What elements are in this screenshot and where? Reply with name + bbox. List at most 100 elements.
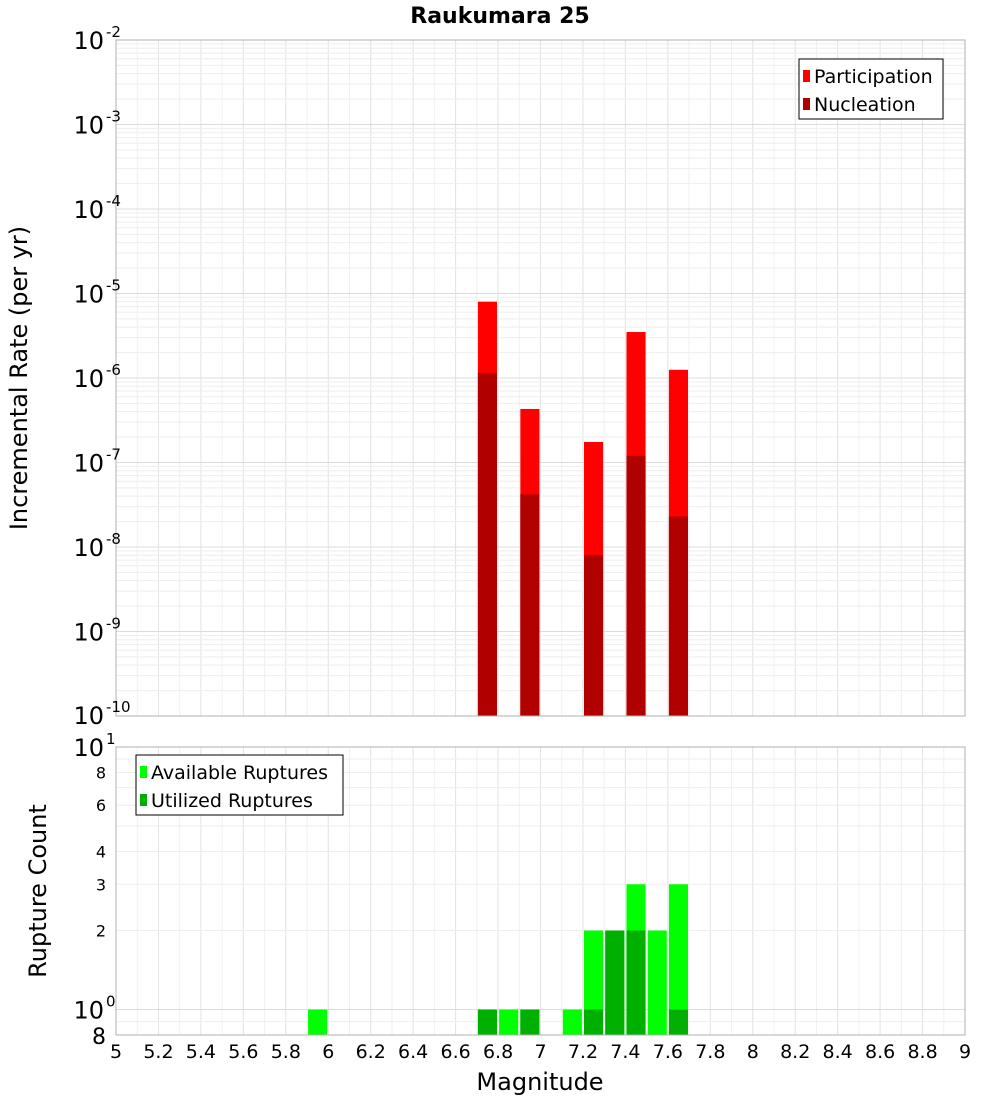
bar-utilized-ruptures bbox=[520, 1009, 540, 1035]
legend-label: Participation bbox=[814, 66, 933, 88]
x-tick-label: 5 bbox=[110, 1041, 122, 1063]
y-tick-base: 10 bbox=[73, 27, 104, 55]
y-tick-exponent: -4 bbox=[106, 192, 121, 210]
x-tick-label: 5.2 bbox=[143, 1041, 173, 1063]
bar-utilized-ruptures bbox=[626, 930, 646, 1035]
y-tick-label: 10 -8 bbox=[73, 530, 121, 562]
bar-utilized-ruptures bbox=[584, 1009, 604, 1035]
legend-label: Utilized Ruptures bbox=[151, 790, 313, 812]
bottom-y-axis-label: Rupture Count bbox=[24, 804, 52, 978]
bar-available-ruptures bbox=[499, 1009, 519, 1035]
y-tick-number: 6 bbox=[96, 796, 106, 815]
y-tick-label: 6 bbox=[96, 796, 106, 815]
y-tick-label: 10 0 bbox=[73, 993, 115, 1025]
top-plot-frame bbox=[115, 39, 966, 717]
y-tick-exponent: 1 bbox=[106, 730, 116, 748]
x-tick-label: 7.4 bbox=[610, 1041, 640, 1063]
x-tick-label: 6.8 bbox=[483, 1041, 513, 1063]
y-tick-label: 10 -5 bbox=[73, 277, 121, 309]
x-tick-label: 9 bbox=[959, 1041, 971, 1063]
x-tick-label: 6.6 bbox=[440, 1041, 470, 1063]
legend-box bbox=[798, 58, 944, 120]
x-tick-labels: 5 5.2 5.4 5.6 5.8 6 6.2 6.4 6.6 6.8 7 7.2 7.4 7.6 7.8 8… bbox=[110, 1041, 971, 1063]
bottom-plot-frame bbox=[115, 746, 966, 1036]
x-axis-label: Magnitude bbox=[476, 1068, 603, 1096]
y-tick-base: 10 bbox=[73, 365, 104, 393]
bottom-legend: Available Ruptures Utilized Ruptures bbox=[135, 754, 344, 816]
y-tick-label: 3 bbox=[96, 875, 106, 894]
legend-label: Nucleation bbox=[814, 94, 916, 116]
x-tick-label: 5.6 bbox=[228, 1041, 258, 1063]
x-tick-label: 7.6 bbox=[653, 1041, 683, 1063]
y-tick-base: 10 bbox=[73, 112, 104, 140]
y-tick-label: 10 -10 bbox=[73, 698, 130, 730]
bar-nucleation bbox=[520, 494, 540, 716]
bar-utilized-ruptures bbox=[605, 930, 625, 1035]
y-tick-label: 10 -2 bbox=[73, 23, 121, 55]
x-tick-label: 8 bbox=[747, 1041, 759, 1063]
y-tick-label: 10 1 bbox=[73, 730, 115, 762]
x-tick-label: 8.2 bbox=[780, 1041, 810, 1063]
legend-box bbox=[135, 754, 344, 816]
y-tick-label: 10 -3 bbox=[73, 108, 121, 140]
y-tick-label: 10 -6 bbox=[73, 361, 121, 393]
top-bars bbox=[477, 301, 689, 716]
y-tick-base: 10 bbox=[73, 196, 104, 224]
legend-swatch bbox=[140, 794, 147, 806]
legend-label: Available Ruptures bbox=[151, 762, 328, 784]
bar-available-ruptures bbox=[647, 930, 667, 1035]
x-tick-label: 7.8 bbox=[695, 1041, 725, 1063]
y-tick-label: 2 bbox=[96, 922, 106, 941]
y-tick-exponent: -2 bbox=[106, 23, 121, 41]
bar-nucleation bbox=[668, 516, 689, 716]
bottom-bars bbox=[308, 884, 689, 1035]
y-tick-number: 3 bbox=[96, 875, 106, 894]
x-tick-label: 7 bbox=[534, 1041, 546, 1063]
bar-nucleation bbox=[584, 555, 604, 716]
y-tick-number: 8 bbox=[92, 1025, 106, 1050]
y-tick-label: 10 -7 bbox=[73, 446, 121, 478]
bar-available-ruptures bbox=[584, 930, 604, 1035]
y-tick-base: 10 bbox=[73, 534, 104, 562]
y-tick-base: 10 bbox=[73, 702, 104, 730]
y-tick-exponent: -3 bbox=[106, 108, 121, 126]
y-tick-base: 10 bbox=[73, 734, 104, 762]
y-tick-label: 8 bbox=[92, 1025, 106, 1050]
legend-swatch bbox=[803, 70, 810, 82]
bar-nucleation bbox=[477, 372, 497, 716]
x-tick-label: 6 bbox=[322, 1041, 334, 1063]
x-tick-label: 8.4 bbox=[823, 1041, 853, 1063]
bar-available-ruptures bbox=[308, 1009, 328, 1035]
y-tick-number: 8 bbox=[96, 763, 106, 782]
y-tick-base: 10 bbox=[73, 997, 104, 1025]
bar-nucleation bbox=[626, 455, 646, 716]
y-tick-label: 4 bbox=[96, 842, 106, 861]
x-tick-label: 5.8 bbox=[271, 1041, 301, 1063]
y-tick-base: 10 bbox=[73, 281, 104, 309]
y-tick-exponent: -9 bbox=[106, 615, 121, 633]
top-gridlines bbox=[115, 39, 966, 717]
y-tick-exponent: 0 bbox=[106, 993, 116, 1011]
y-tick-number: 2 bbox=[96, 922, 106, 941]
bar-available-ruptures bbox=[562, 1009, 582, 1035]
x-tick-label: 6.2 bbox=[356, 1041, 386, 1063]
y-tick-base: 10 bbox=[73, 619, 104, 647]
chart-title: Raukumara 25 bbox=[410, 4, 589, 29]
x-tick-label: 8.8 bbox=[907, 1041, 937, 1063]
y-tick-number: 4 bbox=[96, 842, 106, 861]
bar-available-ruptures bbox=[668, 884, 689, 1035]
bar-utilized-ruptures bbox=[668, 1009, 689, 1035]
y-tick-base: 10 bbox=[73, 450, 104, 478]
x-tick-label: 6.4 bbox=[398, 1041, 428, 1063]
y-tick-exponent: -8 bbox=[106, 530, 121, 548]
bar-utilized-ruptures bbox=[477, 1009, 497, 1035]
top-legend: Participation Nucleation bbox=[798, 58, 944, 120]
x-tick-label: 7.2 bbox=[568, 1041, 598, 1063]
x-tick-label: 5.4 bbox=[186, 1041, 216, 1063]
y-tick-label: 8 bbox=[96, 763, 106, 782]
legend-swatch bbox=[803, 98, 810, 110]
